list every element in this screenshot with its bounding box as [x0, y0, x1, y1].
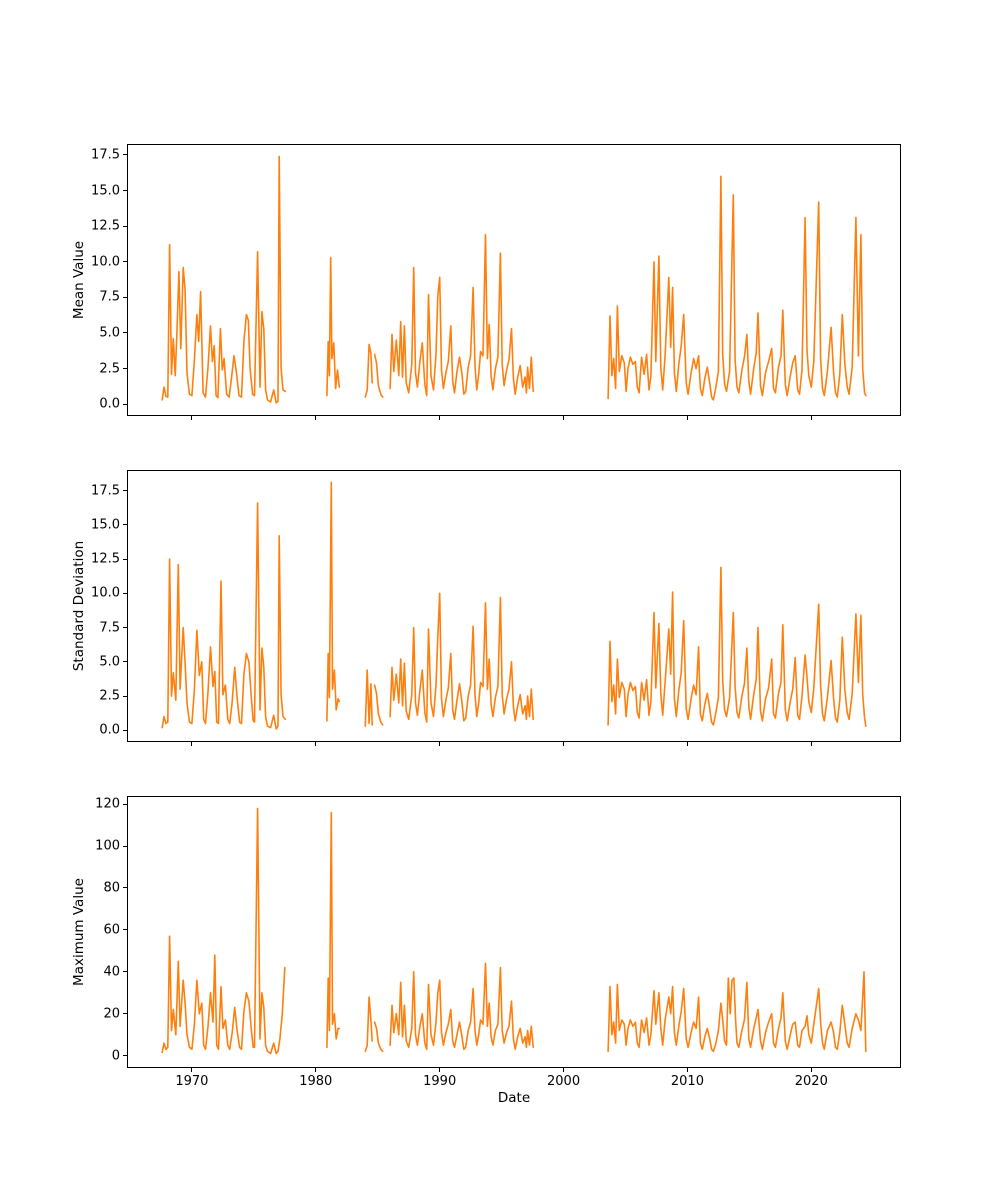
y-tick-mark: [123, 403, 127, 405]
y-tick-label: 10.0: [91, 254, 120, 270]
series-segment: [373, 684, 384, 726]
y-tick-label: 40: [103, 964, 120, 980]
y-tick-label: 7.5: [99, 289, 120, 305]
y-tick-mark: [123, 695, 127, 697]
series-segment: [161, 155, 287, 404]
series-segment: [364, 669, 373, 728]
x-tick-mark: [315, 742, 317, 746]
series-segment: [373, 1021, 384, 1053]
y-tick-label: 80: [103, 880, 120, 896]
y-tick-label: 2.5: [99, 361, 120, 377]
series-segment: [389, 962, 535, 1051]
y-tick-mark: [123, 524, 127, 526]
x-tick-label: 1980: [299, 1074, 333, 1089]
x-tick-mark: [315, 416, 317, 420]
y-tick-label: 17.5: [91, 483, 120, 499]
y-tick-mark: [123, 296, 127, 298]
series-segment: [326, 256, 341, 397]
y-tick-label: 10.0: [91, 585, 120, 601]
y-tick-mark: [123, 558, 127, 560]
x-tick-mark: [439, 416, 441, 420]
y-tick-label: 20: [103, 1006, 120, 1022]
series-segment: [389, 233, 535, 397]
y-tick-mark: [123, 490, 127, 492]
series-segment: [607, 971, 867, 1053]
y-tick-label: 100: [95, 838, 120, 854]
y-tick-label: 0: [111, 1048, 120, 1064]
x-tick-mark: [686, 416, 688, 420]
series-segment: [607, 566, 867, 728]
y-tick-label: 60: [103, 922, 120, 938]
y-tick-mark: [123, 729, 127, 731]
x-tick-mark: [686, 742, 688, 746]
y-axis-label-maximum-value: Maximum Value: [71, 878, 87, 986]
series-segment: [161, 807, 286, 1055]
y-tick-label: 7.5: [99, 620, 120, 636]
y-tick-label: 5.0: [99, 325, 120, 341]
series-segment: [326, 481, 341, 722]
mean-value-line-series: [161, 155, 867, 404]
y-tick-mark: [123, 225, 127, 227]
y-tick-label: 2.5: [99, 688, 120, 704]
y-tick-label: 17.5: [91, 147, 120, 163]
y-axis-label-mean-value: Mean Value: [71, 240, 87, 320]
y-tick-mark: [123, 368, 127, 370]
y-tick-mark: [123, 261, 127, 263]
x-tick-mark: [191, 1068, 193, 1072]
y-tick-label: 0.0: [99, 722, 120, 738]
x-tick-mark: [439, 1068, 441, 1072]
x-tick-label: 1990: [423, 1074, 457, 1089]
y-tick-label: 12.5: [91, 551, 120, 567]
x-tick-mark: [563, 416, 565, 420]
y-tick-mark: [123, 929, 127, 931]
series-segment: [161, 502, 287, 730]
y-tick-mark: [123, 661, 127, 663]
series-segment: [389, 592, 535, 723]
series-segment: [607, 175, 867, 401]
y-tick-mark: [123, 1013, 127, 1015]
x-tick-mark: [563, 742, 565, 746]
series-segment: [373, 353, 384, 398]
series-segment: [364, 996, 373, 1053]
x-tick-mark: [563, 1068, 565, 1072]
y-tick-label: 15.0: [91, 517, 120, 533]
series-segment: [364, 343, 373, 398]
y-tick-label: 0.0: [99, 396, 120, 412]
y-tick-label: 5.0: [99, 654, 120, 670]
standard-deviation-line-series: [161, 481, 867, 730]
y-tick-mark: [123, 887, 127, 889]
x-tick-label: 2010: [670, 1074, 704, 1089]
y-tick-mark: [123, 1055, 127, 1057]
subplot-standard-deviation: Standard Deviation 0.0 2.5 5.0 7.5 10.0 12.5 1…: [71, 470, 901, 746]
y-tick-label: 15.0: [91, 183, 120, 199]
x-tick-mark: [191, 416, 193, 420]
x-tick-mark: [686, 1068, 688, 1072]
x-tick-label: 2000: [547, 1074, 581, 1089]
maximum-value-line-series: [161, 807, 867, 1055]
y-tick-label: 12.5: [91, 218, 120, 234]
x-tick-mark: [315, 1068, 317, 1072]
x-tick-label: 2020: [794, 1074, 828, 1089]
y-tick-label: 120: [95, 796, 120, 812]
x-tick-mark: [191, 742, 193, 746]
x-tick-mark: [810, 1068, 812, 1072]
x-tick-mark: [810, 742, 812, 746]
x-tick-mark: [810, 416, 812, 420]
y-tick-mark: [123, 592, 127, 594]
x-axis-label: Date: [497, 1090, 531, 1106]
x-tick-label: 1970: [175, 1074, 209, 1089]
y-tick-mark: [123, 803, 127, 805]
y-tick-mark: [123, 154, 127, 156]
subplot-mean-value: Mean Value 0.0 2.5 5.0 7.5 10.0 12.5 15.0 17.5: [71, 144, 901, 420]
y-tick-mark: [123, 190, 127, 192]
x-tick-mark: [439, 742, 441, 746]
y-tick-mark: [123, 971, 127, 973]
y-axis-label-standard-deviation: Standard Deviation: [71, 540, 87, 672]
y-tick-mark: [123, 845, 127, 847]
series-segment: [326, 811, 341, 1049]
y-tick-mark: [123, 332, 127, 334]
subplot-maximum-value: Maximum Value 0 20 40 60 80 100 120 1970 1980 199…: [71, 796, 901, 1088]
y-tick-mark: [123, 627, 127, 629]
